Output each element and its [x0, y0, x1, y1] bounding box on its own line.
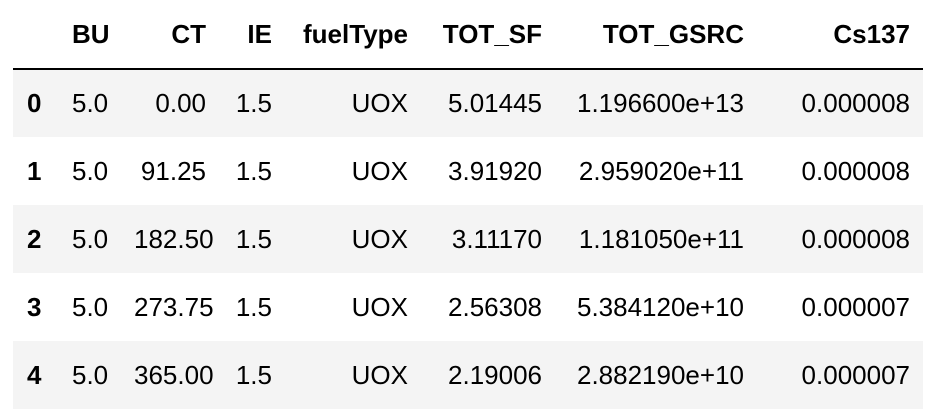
cell-tot-gsrc: 5.384120e+10 [576, 291, 744, 322]
dataframe-table: BU CT IE fuelType TOT_SF TOT_GSRC Cs137 … [13, 0, 923, 409]
cell-tot-gsrc: 2.882190e+10 [576, 359, 744, 390]
table-body: 0 5.0 0.00 1.5 UOX 5.01445 1.196600e+13 … [13, 69, 923, 409]
cell-ct: 91.25 [140, 155, 206, 186]
cell-fueltype: UOX [351, 88, 408, 118]
cell-tot-sf: 2.19006 [448, 359, 542, 390]
cell-ie: 1.5 [235, 223, 272, 254]
cell-ct: 273.75 [134, 291, 214, 322]
cell-bu: 5.0 [72, 155, 109, 186]
cell-cs137: 0.000008 [801, 88, 910, 118]
cell-cs137: 0.000008 [801, 223, 910, 254]
cell-tot-sf: 3.91920 [448, 155, 542, 186]
index-header [13, 0, 59, 70]
table-row: 0 5.0 0.00 1.5 UOX 5.01445 1.196600e+13 … [13, 69, 923, 137]
column-header-ct: CT [121, 0, 219, 70]
cell-bu: 5.0 [72, 359, 109, 390]
cell-ct: 0.00 [155, 88, 206, 118]
row-index: 3 [27, 291, 42, 322]
row-index: 0 [27, 88, 42, 118]
row-index: 4 [27, 359, 42, 390]
cell-tot-sf: 3.11170 [451, 223, 542, 254]
cell-bu: 5.0 [72, 223, 109, 254]
column-header-fueltype: fuelType [285, 0, 421, 70]
cell-cs137: 0.000008 [801, 155, 910, 186]
cell-tot-sf: 2.56308 [448, 291, 542, 322]
cell-ie: 1.5 [235, 88, 272, 118]
cell-ie: 1.5 [235, 155, 272, 186]
row-index: 1 [27, 155, 42, 186]
column-header-tot-gsrc: TOT_GSRC [555, 0, 757, 70]
table-row: 4 5.0 365.00 1.5 UOX 2.19006 2.882190e+1… [13, 341, 923, 409]
cell-ct: 182.50 [134, 223, 214, 254]
dataframe-output: BU CT IE fuelType TOT_SF TOT_GSRC Cs137 … [13, 0, 923, 409]
cell-fueltype: UOX [351, 291, 408, 322]
cell-ie: 1.5 [235, 359, 272, 390]
table-row: 1 5.0 91.25 1.5 UOX 3.91920 2.959020e+11… [13, 137, 923, 205]
table-row: 2 5.0 182.50 1.5 UOX 3.11170 1.181050e+1… [13, 205, 923, 273]
cell-fueltype: UOX [351, 359, 408, 390]
cell-cs137: 0.000007 [801, 291, 910, 322]
column-header-cs137: Cs137 [757, 0, 923, 70]
column-header-tot-sf: TOT_SF [421, 0, 555, 70]
cell-tot-gsrc: 1.181050e+11 [578, 223, 744, 254]
column-header-bu: BU [59, 0, 121, 70]
cell-bu: 5.0 [72, 88, 109, 118]
column-header-ie: IE [219, 0, 285, 70]
cell-cs137: 0.000007 [801, 359, 910, 390]
header-row: BU CT IE fuelType TOT_SF TOT_GSRC Cs137 [13, 0, 923, 70]
cell-fueltype: UOX [351, 155, 408, 186]
cell-fueltype: UOX [351, 223, 408, 254]
table-header: BU CT IE fuelType TOT_SF TOT_GSRC Cs137 [13, 0, 923, 70]
row-index: 2 [27, 223, 42, 254]
cell-tot-gsrc: 2.959020e+11 [578, 155, 744, 186]
cell-tot-gsrc: 1.196600e+13 [576, 88, 744, 118]
table-row: 3 5.0 273.75 1.5 UOX 2.56308 5.384120e+1… [13, 273, 923, 341]
cell-ct: 365.00 [134, 359, 214, 390]
cell-tot-sf: 5.01445 [448, 88, 542, 118]
cell-bu: 5.0 [72, 291, 109, 322]
cell-ie: 1.5 [235, 291, 272, 322]
